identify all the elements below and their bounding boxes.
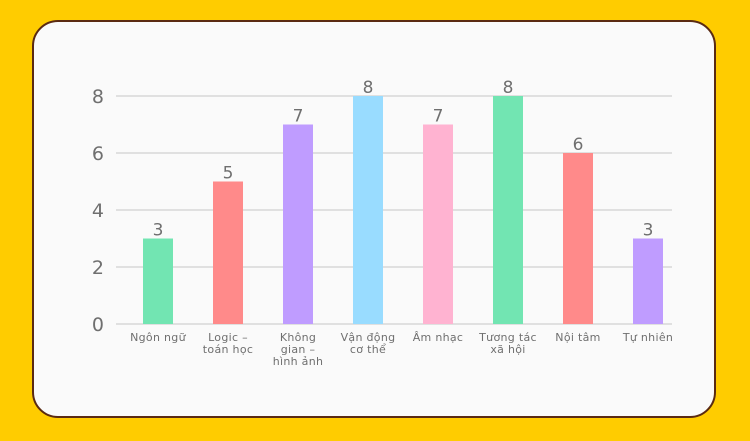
x-tick-label-line: xã hội bbox=[490, 343, 525, 356]
bar bbox=[423, 124, 453, 324]
y-tick-label: 6 bbox=[92, 143, 104, 165]
bar bbox=[213, 181, 243, 324]
x-tick-label-line: Không bbox=[280, 331, 316, 344]
y-axis-ticks: 0 2 4 6 8 bbox=[92, 86, 104, 336]
x-tick-label-line: Âm nhạc bbox=[413, 331, 464, 344]
x-tick-label-line: Nội tâm bbox=[555, 331, 600, 344]
x-tick-label-line: Logic – bbox=[208, 331, 248, 344]
data-label: 8 bbox=[503, 78, 514, 98]
x-tick-label: Ngôn ngữ bbox=[130, 331, 186, 344]
y-tick-label: 0 bbox=[92, 314, 104, 336]
x-tick-label: Nội tâm bbox=[555, 331, 600, 344]
x-tick-label-line: Tự nhiên bbox=[622, 331, 673, 344]
x-axis-labels: Ngôn ngữ Logic – toán học Không gian – hình ả… bbox=[130, 331, 673, 368]
data-labels: 3 5 7 8 7 8 6 3 bbox=[153, 78, 654, 241]
x-tick-label: Không gian – hình ảnh bbox=[273, 331, 324, 368]
data-label: 7 bbox=[433, 107, 444, 127]
data-label: 8 bbox=[363, 78, 374, 98]
bar bbox=[493, 96, 523, 324]
x-tick-label: Vận động cơ thể bbox=[341, 331, 396, 356]
bar bbox=[283, 124, 313, 324]
bar bbox=[633, 238, 663, 324]
x-tick-label: Tự nhiên bbox=[622, 331, 673, 344]
x-tick-label-line: hình ảnh bbox=[273, 355, 324, 368]
bar bbox=[353, 96, 383, 324]
x-tick-label-line: Ngôn ngữ bbox=[130, 331, 186, 344]
x-tick-label-line: toán học bbox=[203, 343, 253, 356]
x-tick-label: Tương tác xã hội bbox=[478, 331, 537, 356]
x-tick-label: Logic – toán học bbox=[203, 331, 253, 356]
x-tick-label-line: cơ thể bbox=[350, 343, 386, 356]
x-tick-label-line: gian – bbox=[281, 343, 316, 356]
data-label: 7 bbox=[293, 107, 304, 127]
y-tick-label: 8 bbox=[92, 86, 104, 108]
x-tick-label-line: Tương tác bbox=[478, 331, 537, 344]
bar-chart: 0 2 4 6 8 3 5 7 8 7 8 6 3 Ngôn ngữ Logic – toán học Kh… bbox=[92, 78, 673, 368]
data-label: 6 bbox=[573, 135, 584, 155]
data-label: 3 bbox=[643, 221, 654, 241]
x-tick-label: Âm nhạc bbox=[413, 331, 464, 344]
bar bbox=[143, 238, 173, 324]
y-tick-label: 2 bbox=[92, 257, 104, 279]
bars bbox=[143, 96, 663, 324]
data-label: 5 bbox=[223, 164, 234, 184]
chart-card: 0 2 4 6 8 3 5 7 8 7 8 6 3 Ngôn ngữ Logic – toán học Kh… bbox=[32, 20, 716, 418]
y-tick-label: 4 bbox=[92, 200, 104, 222]
bar bbox=[563, 153, 593, 324]
data-label: 3 bbox=[153, 221, 164, 241]
x-tick-label-line: Vận động bbox=[341, 331, 396, 344]
